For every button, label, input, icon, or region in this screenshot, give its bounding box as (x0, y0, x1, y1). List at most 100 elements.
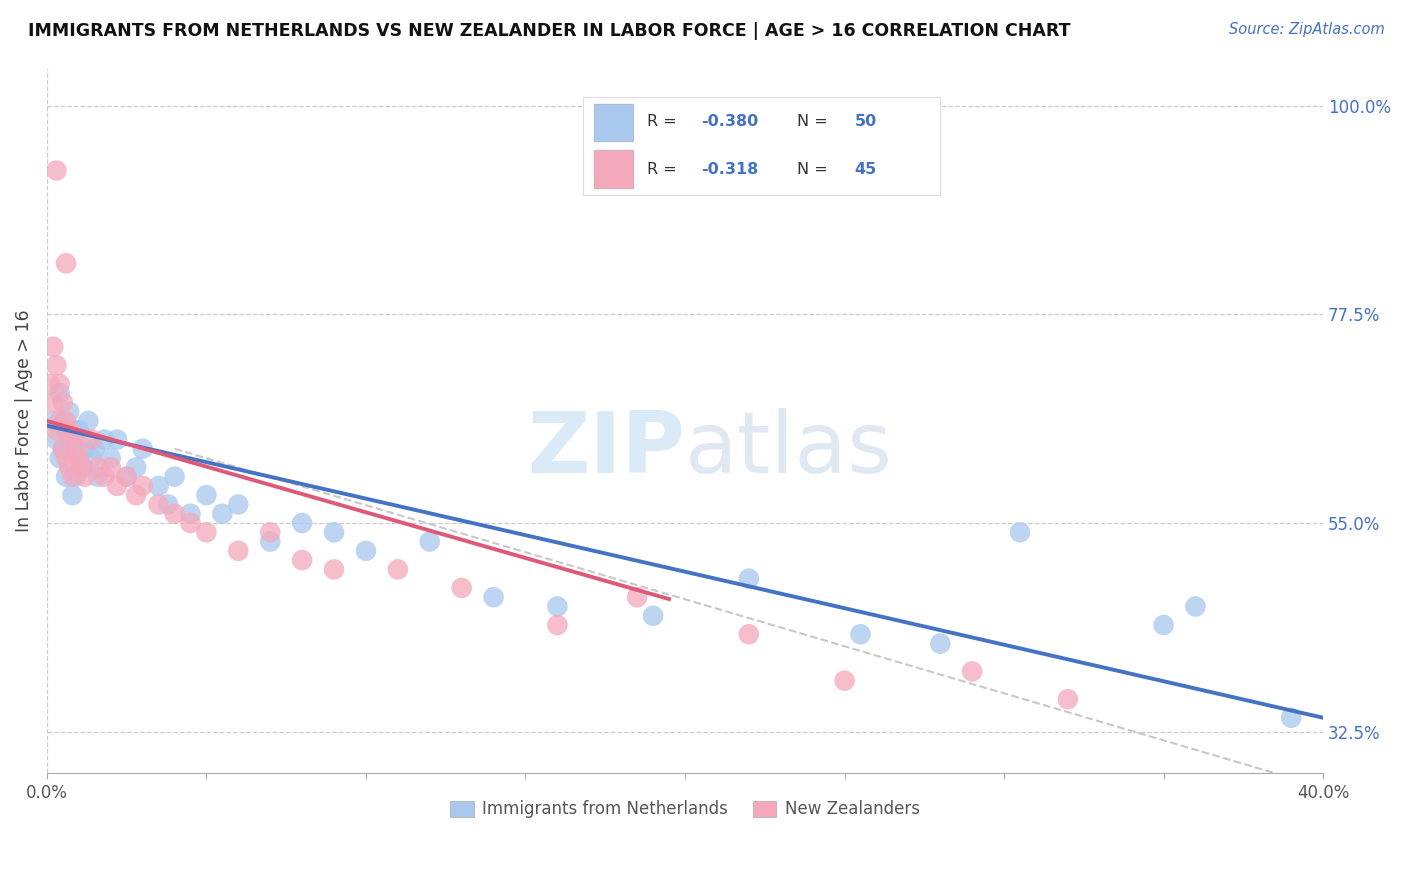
Point (48, 451, 70, 466)
Point (738, 627, 761, 641)
Point (131, 479, 153, 493)
Point (70, 460, 93, 475)
Point (75, 469, 97, 483)
Point (163, 507, 186, 521)
Point (323, 525, 346, 540)
Point (100, 460, 122, 475)
Point (83, 442, 105, 456)
Legend: Immigrants from Netherlands, New Zealanders: Immigrants from Netherlands, New Zealand… (444, 794, 927, 825)
Point (58, 405, 80, 419)
Point (45, 433, 67, 447)
Point (93, 433, 115, 447)
Point (148, 479, 170, 493)
Point (148, 498, 170, 512)
Point (55, 469, 77, 483)
Point (738, 572, 761, 586)
Point (77, 414, 100, 428)
Point (450, 581, 472, 595)
Point (323, 562, 346, 576)
Point (291, 553, 314, 567)
Point (45, 163, 67, 178)
Point (65, 442, 87, 456)
Point (157, 498, 180, 512)
Point (62, 442, 84, 456)
Point (115, 469, 138, 483)
Point (55, 414, 77, 428)
Point (1279, 711, 1302, 725)
Point (55, 423, 77, 437)
Point (87, 460, 110, 475)
Point (62, 488, 84, 502)
Point (179, 507, 201, 521)
Point (195, 525, 218, 540)
Point (45, 359, 67, 373)
Text: IMMIGRANTS FROM NETHERLANDS VS NEW ZEALANDER IN LABOR FORCE | AGE > 16 CORRELATI: IMMIGRANTS FROM NETHERLANDS VS NEW ZEALA… (28, 22, 1070, 40)
Point (1184, 599, 1206, 614)
Point (626, 591, 648, 605)
Text: Source: ZipAtlas.com: Source: ZipAtlas.com (1229, 22, 1385, 37)
Point (55, 451, 77, 466)
Point (259, 534, 281, 549)
Point (52, 442, 75, 456)
Point (52, 395, 75, 409)
Point (58, 423, 80, 437)
Point (482, 591, 505, 605)
Point (62, 469, 84, 483)
Point (354, 544, 377, 558)
Point (125, 488, 148, 502)
Point (195, 488, 218, 502)
Point (849, 627, 872, 641)
Point (67, 423, 90, 437)
Point (67, 451, 90, 466)
Point (93, 469, 115, 483)
Point (929, 637, 952, 651)
Y-axis label: In Labor Force | Age > 16: In Labor Force | Age > 16 (15, 310, 32, 533)
Point (42, 414, 65, 428)
Point (67, 451, 90, 466)
Point (80, 451, 103, 466)
Point (70, 460, 93, 475)
Point (55, 256, 77, 270)
Point (125, 460, 148, 475)
Point (42, 340, 65, 354)
Point (105, 433, 128, 447)
Point (1057, 692, 1080, 706)
Text: ZIP: ZIP (527, 408, 685, 491)
Point (546, 618, 568, 632)
Point (834, 673, 856, 688)
Point (75, 442, 97, 456)
Point (419, 534, 441, 549)
Point (1153, 618, 1175, 632)
Point (62, 433, 84, 447)
Point (80, 433, 103, 447)
Point (1008, 525, 1031, 540)
Point (131, 442, 153, 456)
Point (58, 460, 80, 475)
Point (52, 442, 75, 456)
Point (100, 451, 122, 466)
Point (228, 498, 250, 512)
Point (163, 469, 186, 483)
Point (87, 469, 110, 483)
Point (45, 423, 67, 437)
Point (42, 395, 65, 409)
Point (39, 376, 62, 391)
Point (960, 665, 983, 679)
Point (65, 423, 87, 437)
Point (48, 376, 70, 391)
Point (387, 562, 409, 576)
Point (58, 433, 80, 447)
Point (48, 414, 70, 428)
Point (115, 469, 138, 483)
Point (179, 516, 201, 530)
Point (291, 516, 314, 530)
Point (48, 386, 70, 401)
Point (643, 608, 665, 623)
Point (259, 525, 281, 540)
Text: atlas: atlas (685, 408, 893, 491)
Point (65, 469, 87, 483)
Point (52, 414, 75, 428)
Point (105, 479, 128, 493)
Point (211, 507, 233, 521)
Point (228, 544, 250, 558)
